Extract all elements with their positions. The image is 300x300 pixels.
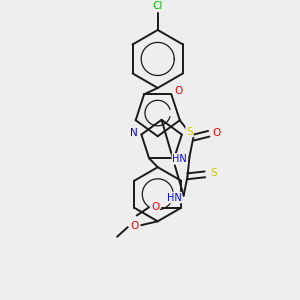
Text: HN: HN [172,154,187,164]
Text: O: O [174,86,182,96]
Text: N: N [130,128,137,138]
Text: O: O [212,128,220,138]
Text: S: S [186,127,193,136]
Text: S: S [210,168,217,178]
Text: Cl: Cl [152,1,163,11]
Text: O: O [130,221,139,231]
Text: O: O [151,202,159,212]
Text: HN: HN [167,193,182,202]
